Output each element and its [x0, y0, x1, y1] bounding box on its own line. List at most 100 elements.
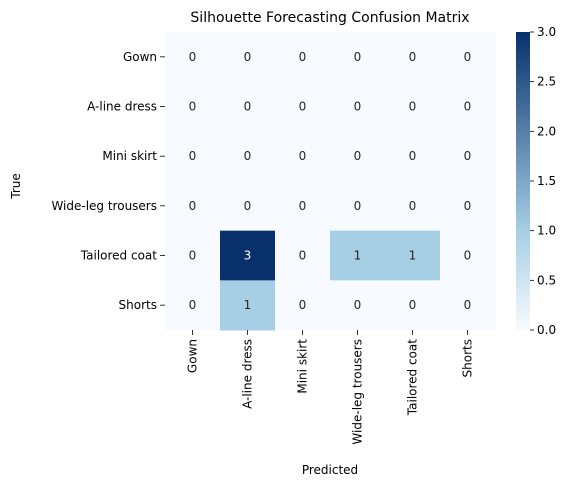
heatmap-cell [440, 230, 496, 281]
heatmap-cell [385, 81, 441, 132]
cell-value-label: 0 [189, 249, 197, 263]
heatmap-cell [275, 32, 331, 83]
y-tick-label: Mini skirt [102, 149, 157, 163]
cell-value-label: 1 [409, 249, 417, 263]
cell-value-label: 0 [464, 100, 472, 114]
x-axis-ticks: Gown A-line dress Mini skirt Wide-leg trous… [186, 330, 475, 445]
colorbar-tick-label: 0.5 [537, 273, 556, 287]
heatmap-cell [330, 230, 386, 281]
y-tick-label: Shorts [119, 298, 157, 312]
cell-value-label: 0 [244, 100, 252, 114]
heatmap-cell [330, 32, 386, 83]
heatmap-cell [220, 280, 276, 331]
cell-value-label: 0 [464, 149, 472, 163]
heatmap-cell [220, 230, 276, 281]
y-tick-label: Tailored coat [80, 249, 157, 263]
cell-value-label: 0 [299, 149, 307, 163]
cell-value-label: 0 [189, 100, 197, 114]
heatmap-cell [220, 32, 276, 83]
cell-value-label: 0 [299, 199, 307, 213]
heatmap-cell [220, 81, 276, 132]
heatmap-cell [330, 280, 386, 331]
heatmap-cell [165, 81, 221, 132]
cell-value-label: 0 [189, 298, 197, 312]
cell-value-label: 0 [409, 298, 417, 312]
cell-value-label: 0 [299, 298, 307, 312]
x-tick-label: Mini skirt [296, 339, 310, 394]
cell-value-label: 1 [244, 298, 252, 312]
y-axis-label: True [9, 173, 23, 200]
cell-value-label: 0 [299, 100, 307, 114]
heatmap-cell [440, 32, 496, 83]
heatmap-cell [330, 81, 386, 132]
colorbar [516, 32, 530, 330]
heatmap-cell [220, 131, 276, 182]
heatmap-cell [385, 280, 441, 331]
cell-value-label: 0 [244, 199, 252, 213]
cell-value-label: 0 [409, 50, 417, 64]
y-tick-label: A-line dress [87, 100, 157, 114]
x-tick-label: Tailored coat [406, 339, 420, 416]
heatmap-cell [440, 131, 496, 182]
x-tick-label: Shorts [461, 339, 475, 377]
cell-value-label: 0 [409, 100, 417, 114]
heatmap-cell [275, 181, 331, 232]
heatmap-cell [385, 181, 441, 232]
heatmap-cell [440, 81, 496, 132]
cell-value-label: 0 [464, 50, 472, 64]
heatmap-cell [440, 280, 496, 331]
cell-value-label: 0 [299, 249, 307, 263]
heatmap-cell [165, 181, 221, 232]
colorbar-tick-label: 2.0 [537, 124, 556, 138]
cell-value-label: 0 [354, 149, 362, 163]
heatmap-cell [385, 230, 441, 281]
x-tick-label: Gown [186, 339, 200, 373]
cell-annotations: 0 0 0 0 0 0 0 0 0 0 0 0 0 0 0 0 0 0 0 0 0 0 0 0 0 3 0 1 1 0 0 1 0 0 0 0 [189, 50, 472, 312]
cell-value-label: 0 [464, 199, 472, 213]
heatmap-cell [385, 131, 441, 182]
cell-value-label: 0 [244, 50, 252, 64]
cell-value-label: 0 [244, 149, 252, 163]
heatmap-cell [275, 131, 331, 182]
cell-value-label: 0 [409, 149, 417, 163]
cell-value-label: 0 [189, 199, 197, 213]
colorbar-tick-label: 0.0 [537, 323, 556, 337]
heatmap-cell [165, 131, 221, 182]
cell-value-label: 0 [189, 149, 197, 163]
y-axis-ticks: Gown A-line dress Mini skirt Wide-leg trous… [51, 50, 165, 312]
heatmap-cell [330, 131, 386, 182]
heatmap-cell [165, 280, 221, 331]
cell-value-label: 0 [189, 50, 197, 64]
cell-value-label: 1 [354, 249, 362, 263]
cell-value-label: 0 [354, 199, 362, 213]
cell-value-label: 3 [244, 249, 252, 263]
cell-value-label: 0 [464, 249, 472, 263]
x-axis-label: Predicted [302, 463, 358, 477]
heatmap-cell [165, 230, 221, 281]
colorbar-tick-label: 1.5 [537, 174, 556, 188]
colorbar-tick-label: 1.0 [537, 224, 556, 238]
cell-value-label: 0 [354, 298, 362, 312]
cell-value-label: 0 [464, 298, 472, 312]
heatmap-cell [275, 81, 331, 132]
heatmap-cell [385, 32, 441, 83]
cell-value-label: 0 [354, 100, 362, 114]
cell-value-label: 0 [299, 50, 307, 64]
heatmap-cell [440, 181, 496, 232]
colorbar-ticks: 0.0 0.5 1.0 1.5 2.0 2.5 3.0 [530, 25, 556, 337]
colorbar-tick-label: 2.5 [537, 75, 556, 89]
cell-value-label: 0 [354, 50, 362, 64]
heatmap-cell [330, 181, 386, 232]
heatmap-cell [275, 280, 331, 331]
heatmap-cell [165, 32, 221, 83]
colorbar-tick-label: 3.0 [537, 25, 556, 39]
heatmap-cells [165, 32, 496, 331]
heatmap-cell [275, 230, 331, 281]
x-tick-label: A-line dress [241, 339, 255, 409]
chart-title: Silhouette Forecasting Confusion Matrix [190, 10, 469, 26]
heatmap-cell [220, 181, 276, 232]
cell-value-label: 0 [409, 199, 417, 213]
y-tick-label: Wide-leg trousers [51, 199, 157, 213]
